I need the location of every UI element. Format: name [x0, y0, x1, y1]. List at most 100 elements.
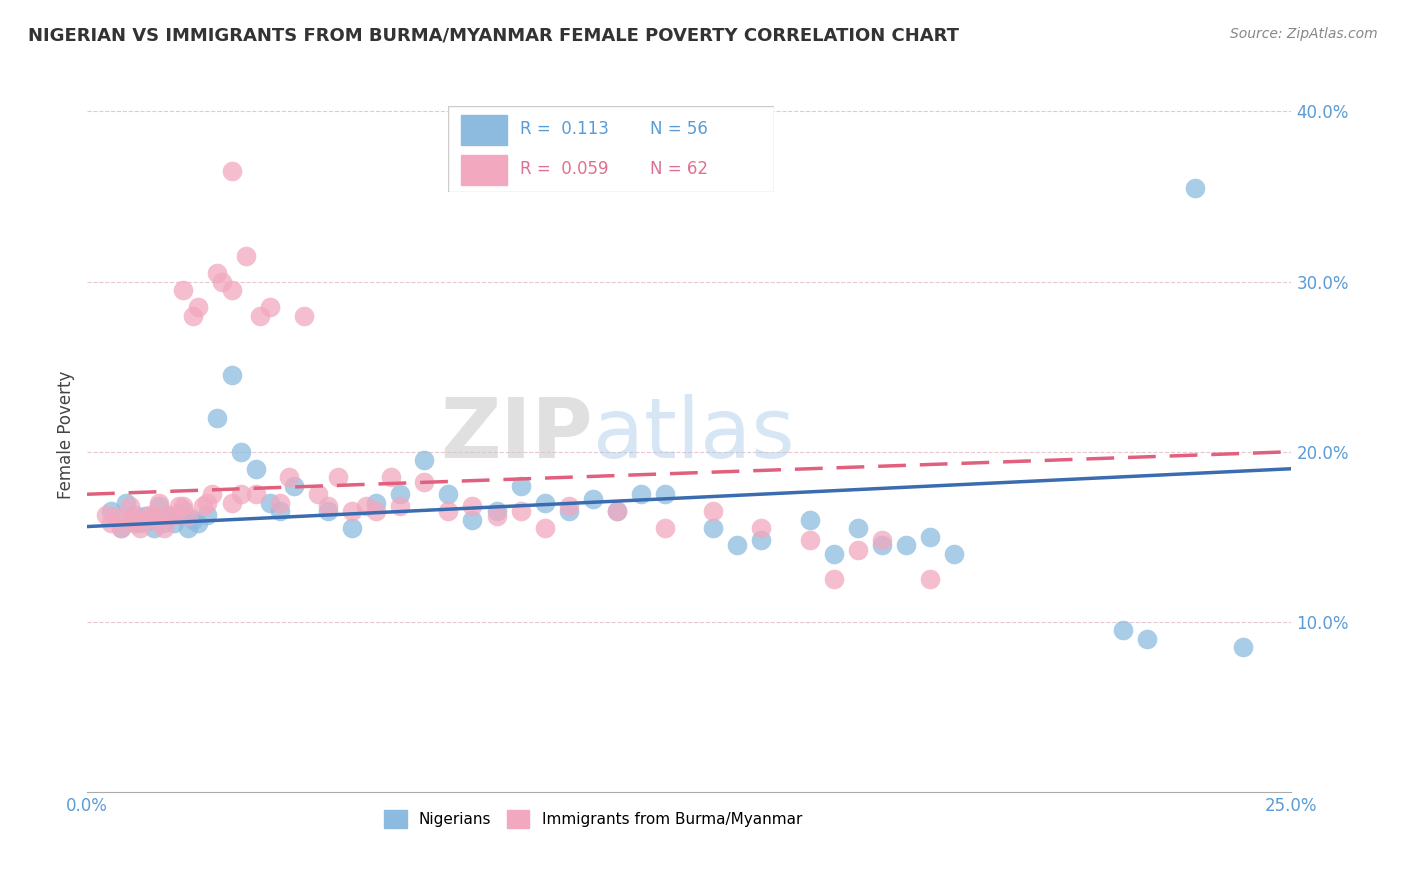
- Point: [110, 521, 132, 535]
- Point: [558, 499, 581, 513]
- Point: [751, 521, 773, 535]
- Point: [1112, 624, 1135, 638]
- Point: [485, 504, 508, 518]
- Point: [292, 309, 315, 323]
- Point: [96, 508, 118, 522]
- Point: [1136, 632, 1159, 646]
- Point: [364, 496, 387, 510]
- Point: [221, 368, 243, 383]
- Point: [187, 516, 209, 531]
- Point: [177, 509, 200, 524]
- Y-axis label: Female Poverty: Female Poverty: [58, 370, 75, 499]
- Point: [1232, 640, 1254, 655]
- Point: [148, 499, 170, 513]
- Point: [114, 513, 136, 527]
- Point: [221, 496, 243, 510]
- Text: atlas: atlas: [593, 394, 794, 475]
- Point: [278, 470, 301, 484]
- Point: [846, 521, 869, 535]
- Point: [235, 249, 257, 263]
- Point: [211, 275, 233, 289]
- Point: [120, 499, 142, 513]
- Point: [606, 504, 628, 518]
- Point: [269, 504, 291, 518]
- Point: [129, 521, 152, 535]
- Point: [413, 453, 436, 467]
- Point: [509, 479, 531, 493]
- Point: [221, 283, 243, 297]
- Point: [167, 499, 190, 513]
- Point: [100, 516, 122, 531]
- Point: [1184, 181, 1206, 195]
- Point: [364, 504, 387, 518]
- Point: [870, 533, 893, 548]
- Point: [124, 509, 146, 524]
- Point: [100, 504, 122, 518]
- Point: [124, 516, 146, 531]
- Point: [380, 470, 402, 484]
- Point: [148, 516, 170, 531]
- Point: [702, 521, 724, 535]
- Point: [340, 504, 363, 518]
- Point: [153, 521, 176, 535]
- Point: [702, 504, 724, 518]
- Point: [413, 475, 436, 490]
- Point: [799, 513, 821, 527]
- Point: [181, 309, 204, 323]
- Point: [326, 470, 349, 484]
- Point: [943, 547, 966, 561]
- Point: [799, 533, 821, 548]
- Point: [630, 487, 652, 501]
- Point: [167, 508, 190, 522]
- Text: ZIP: ZIP: [440, 394, 593, 475]
- Point: [221, 164, 243, 178]
- Point: [114, 496, 136, 510]
- Point: [356, 499, 378, 513]
- Point: [307, 487, 329, 501]
- Point: [249, 309, 271, 323]
- Point: [316, 499, 339, 513]
- Point: [172, 499, 194, 513]
- Point: [187, 300, 209, 314]
- Point: [920, 530, 942, 544]
- Point: [533, 496, 555, 510]
- Point: [245, 487, 267, 501]
- Point: [104, 509, 127, 524]
- Point: [124, 516, 146, 531]
- Point: [259, 300, 281, 314]
- Point: [389, 487, 412, 501]
- Point: [751, 533, 773, 548]
- Point: [509, 504, 531, 518]
- Point: [157, 508, 180, 522]
- Point: [846, 543, 869, 558]
- Point: [172, 502, 194, 516]
- Point: [654, 521, 676, 535]
- Point: [920, 572, 942, 586]
- Point: [316, 504, 339, 518]
- Point: [205, 266, 228, 280]
- Point: [231, 444, 253, 458]
- Text: NIGERIAN VS IMMIGRANTS FROM BURMA/MYANMAR FEMALE POVERTY CORRELATION CHART: NIGERIAN VS IMMIGRANTS FROM BURMA/MYANMA…: [28, 27, 959, 45]
- Point: [197, 496, 219, 510]
- Point: [437, 487, 460, 501]
- Point: [124, 508, 146, 522]
- Point: [148, 496, 170, 510]
- Point: [269, 496, 291, 510]
- Point: [143, 509, 166, 524]
- Point: [606, 504, 628, 518]
- Point: [870, 538, 893, 552]
- Point: [654, 487, 676, 501]
- Point: [894, 538, 917, 552]
- Point: [340, 521, 363, 535]
- Point: [110, 521, 132, 535]
- Point: [172, 283, 194, 297]
- Point: [191, 499, 214, 513]
- Point: [181, 513, 204, 527]
- Text: Source: ZipAtlas.com: Source: ZipAtlas.com: [1230, 27, 1378, 41]
- Point: [437, 504, 460, 518]
- Point: [134, 509, 156, 524]
- Point: [245, 461, 267, 475]
- Point: [205, 410, 228, 425]
- Point: [231, 487, 253, 501]
- Point: [283, 479, 305, 493]
